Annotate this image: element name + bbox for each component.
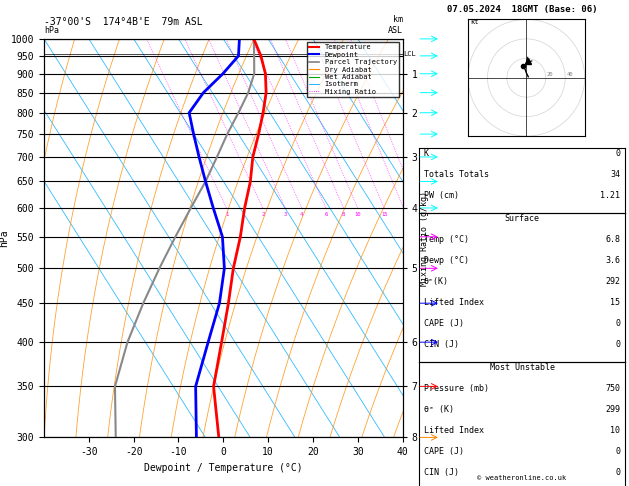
Text: K: K (424, 149, 429, 158)
Text: 1.21: 1.21 (601, 191, 620, 200)
Text: 292: 292 (606, 277, 620, 286)
Text: 2: 2 (261, 212, 264, 217)
Text: 0: 0 (615, 319, 620, 328)
Text: θᵉ (K): θᵉ (K) (424, 405, 454, 414)
Text: 40: 40 (566, 72, 572, 77)
Text: 10: 10 (354, 212, 361, 217)
Text: PW (cm): PW (cm) (424, 191, 459, 200)
Text: θᵉ(K): θᵉ(K) (424, 277, 448, 286)
Text: 10: 10 (611, 426, 620, 435)
Legend: Temperature, Dewpoint, Parcel Trajectory, Dry Adiabat, Wet Adiabat, Isotherm, Mi: Temperature, Dewpoint, Parcel Trajectory… (307, 42, 399, 97)
Text: Most Unstable: Most Unstable (489, 363, 555, 372)
Text: 15: 15 (611, 298, 620, 307)
Text: 8: 8 (342, 212, 345, 217)
Text: 6.8: 6.8 (606, 235, 620, 244)
Text: 20: 20 (547, 72, 554, 77)
Text: 750: 750 (606, 384, 620, 393)
Text: hPa: hPa (44, 26, 59, 35)
Y-axis label: Mixing Ratio (g/kg): Mixing Ratio (g/kg) (420, 191, 429, 286)
Text: Dewp (°C): Dewp (°C) (424, 256, 469, 265)
Text: CIN (J): CIN (J) (424, 468, 459, 477)
Text: 0: 0 (615, 340, 620, 349)
Text: 3: 3 (284, 212, 287, 217)
Text: 15: 15 (381, 212, 387, 217)
Y-axis label: hPa: hPa (0, 229, 9, 247)
Text: LCL: LCL (403, 51, 416, 57)
Text: 1: 1 (225, 212, 228, 217)
Text: kt: kt (470, 19, 479, 25)
Text: 6: 6 (324, 212, 328, 217)
Text: Temp (°C): Temp (°C) (424, 235, 469, 244)
Text: CAPE (J): CAPE (J) (424, 447, 464, 456)
Text: CAPE (J): CAPE (J) (424, 319, 464, 328)
Text: 07.05.2024  18GMT (Base: 06): 07.05.2024 18GMT (Base: 06) (447, 5, 598, 14)
Text: Lifted Index: Lifted Index (424, 426, 484, 435)
Text: CIN (J): CIN (J) (424, 340, 459, 349)
Text: Lifted Index: Lifted Index (424, 298, 484, 307)
Text: 4: 4 (300, 212, 303, 217)
Text: km
ASL: km ASL (387, 16, 403, 35)
Text: 0: 0 (615, 447, 620, 456)
Text: Pressure (mb): Pressure (mb) (424, 384, 489, 393)
X-axis label: Dewpoint / Temperature (°C): Dewpoint / Temperature (°C) (144, 463, 303, 473)
Text: 34: 34 (611, 170, 620, 179)
Text: © weatheronline.co.uk: © weatheronline.co.uk (477, 475, 567, 481)
Text: 299: 299 (606, 405, 620, 414)
Text: Surface: Surface (504, 214, 540, 224)
Text: 0: 0 (615, 468, 620, 477)
Text: 0: 0 (615, 149, 620, 158)
Text: 3.6: 3.6 (606, 256, 620, 265)
Text: -37°00'S  174°4B'E  79m ASL: -37°00'S 174°4B'E 79m ASL (44, 17, 203, 27)
Text: Totals Totals: Totals Totals (424, 170, 489, 179)
